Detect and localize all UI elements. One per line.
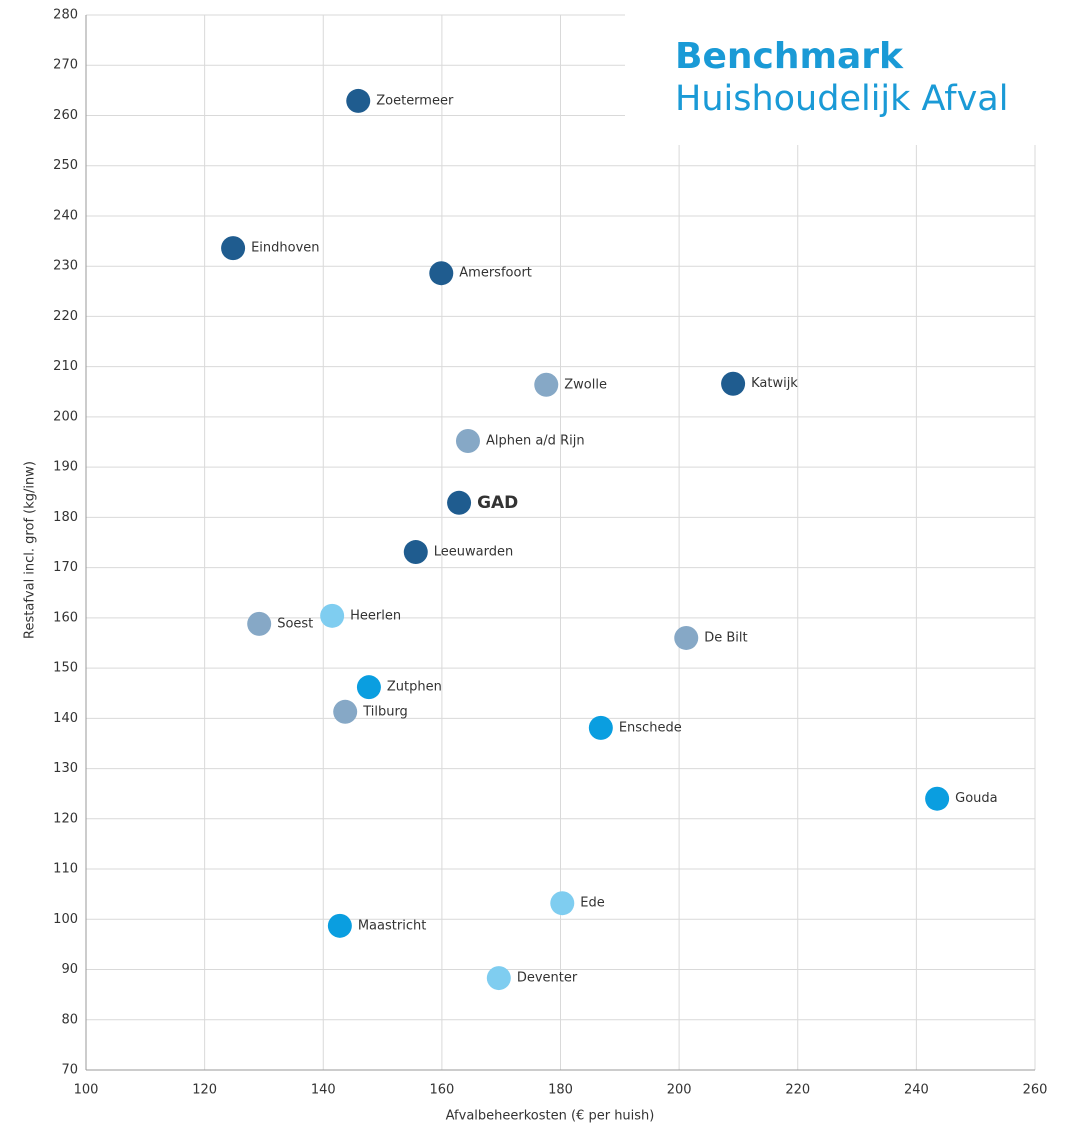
x-tick-label: 240 [904, 1083, 929, 1098]
point [327, 913, 352, 938]
x-tick-label: 220 [785, 1083, 810, 1098]
point-label: Leeuwarden [434, 545, 513, 560]
point [550, 891, 575, 916]
y-tick-label: 110 [53, 862, 78, 877]
point-label: Zwolle [564, 377, 607, 392]
y-tick-label: 280 [53, 8, 78, 23]
x-tick-label: 160 [429, 1083, 454, 1098]
y-tick-label: 90 [61, 962, 78, 977]
point [429, 261, 454, 286]
y-tick-label: 70 [61, 1063, 78, 1078]
point [333, 699, 358, 724]
x-tick-label: 140 [311, 1083, 336, 1098]
point-label: Zoetermeer [376, 93, 454, 108]
y-tick-label: 180 [53, 510, 78, 525]
point [221, 236, 246, 261]
x-tick-label: 260 [1023, 1083, 1048, 1098]
point [721, 371, 746, 396]
y-tick-label: 150 [53, 661, 78, 676]
point-label: Deventer [517, 971, 578, 986]
logo-box [625, 12, 1037, 145]
point [247, 611, 272, 636]
y-tick-label: 190 [53, 460, 78, 475]
x-tick-label: 180 [548, 1083, 573, 1098]
point-label: De Bilt [704, 630, 747, 645]
point-label: Tilburg [362, 704, 408, 719]
point-label: Eindhoven [251, 241, 319, 256]
point-label: Katwijk [751, 376, 798, 391]
y-tick-label: 240 [53, 208, 78, 223]
y-tick-label: 270 [53, 58, 78, 73]
point [925, 786, 950, 811]
x-tick-label: 100 [74, 1083, 99, 1098]
y-tick-label: 140 [53, 711, 78, 726]
y-tick-label: 120 [53, 811, 78, 826]
point [403, 540, 428, 565]
y-axis-title: Restafval incl. grof (kg/inw) [23, 461, 38, 639]
point-label: Amersfoort [459, 266, 532, 281]
point [588, 715, 613, 740]
point-label: Soest [277, 616, 313, 631]
point-label: Alphen a/d Rijn [486, 434, 585, 449]
point [346, 88, 371, 113]
y-tick-label: 220 [53, 309, 78, 324]
y-tick-label: 160 [53, 610, 78, 625]
y-tick-label: 130 [53, 761, 78, 776]
point [486, 966, 511, 991]
y-tick-label: 260 [53, 108, 78, 123]
point [674, 625, 699, 650]
x-tick-label: 120 [192, 1083, 217, 1098]
y-tick-label: 210 [53, 359, 78, 374]
y-tick-label: 250 [53, 158, 78, 173]
point [455, 429, 480, 454]
point [447, 490, 472, 515]
point-label: GAD [477, 493, 518, 513]
point [534, 372, 559, 397]
y-tick-label: 200 [53, 409, 78, 424]
y-tick-label: 170 [53, 560, 78, 575]
logo-line1: Benchmark [675, 36, 904, 77]
point-label: Gouda [955, 791, 998, 806]
point [356, 675, 381, 700]
x-axis-title: Afvalbeheerkosten (€ per huish) [446, 1109, 655, 1124]
point [320, 603, 345, 628]
point-label: Heerlen [350, 608, 401, 623]
y-tick-label: 80 [61, 1012, 78, 1027]
y-tick-label: 100 [53, 912, 78, 927]
logo-line2: Huishoudelijk Afval [675, 79, 1008, 119]
x-tick-label: 200 [667, 1083, 692, 1098]
point-label: Enschede [619, 720, 682, 735]
y-tick-label: 230 [53, 259, 78, 274]
point-label: Ede [580, 896, 604, 911]
point-label: Zutphen [387, 680, 442, 695]
point-label: Maastricht [358, 918, 426, 933]
